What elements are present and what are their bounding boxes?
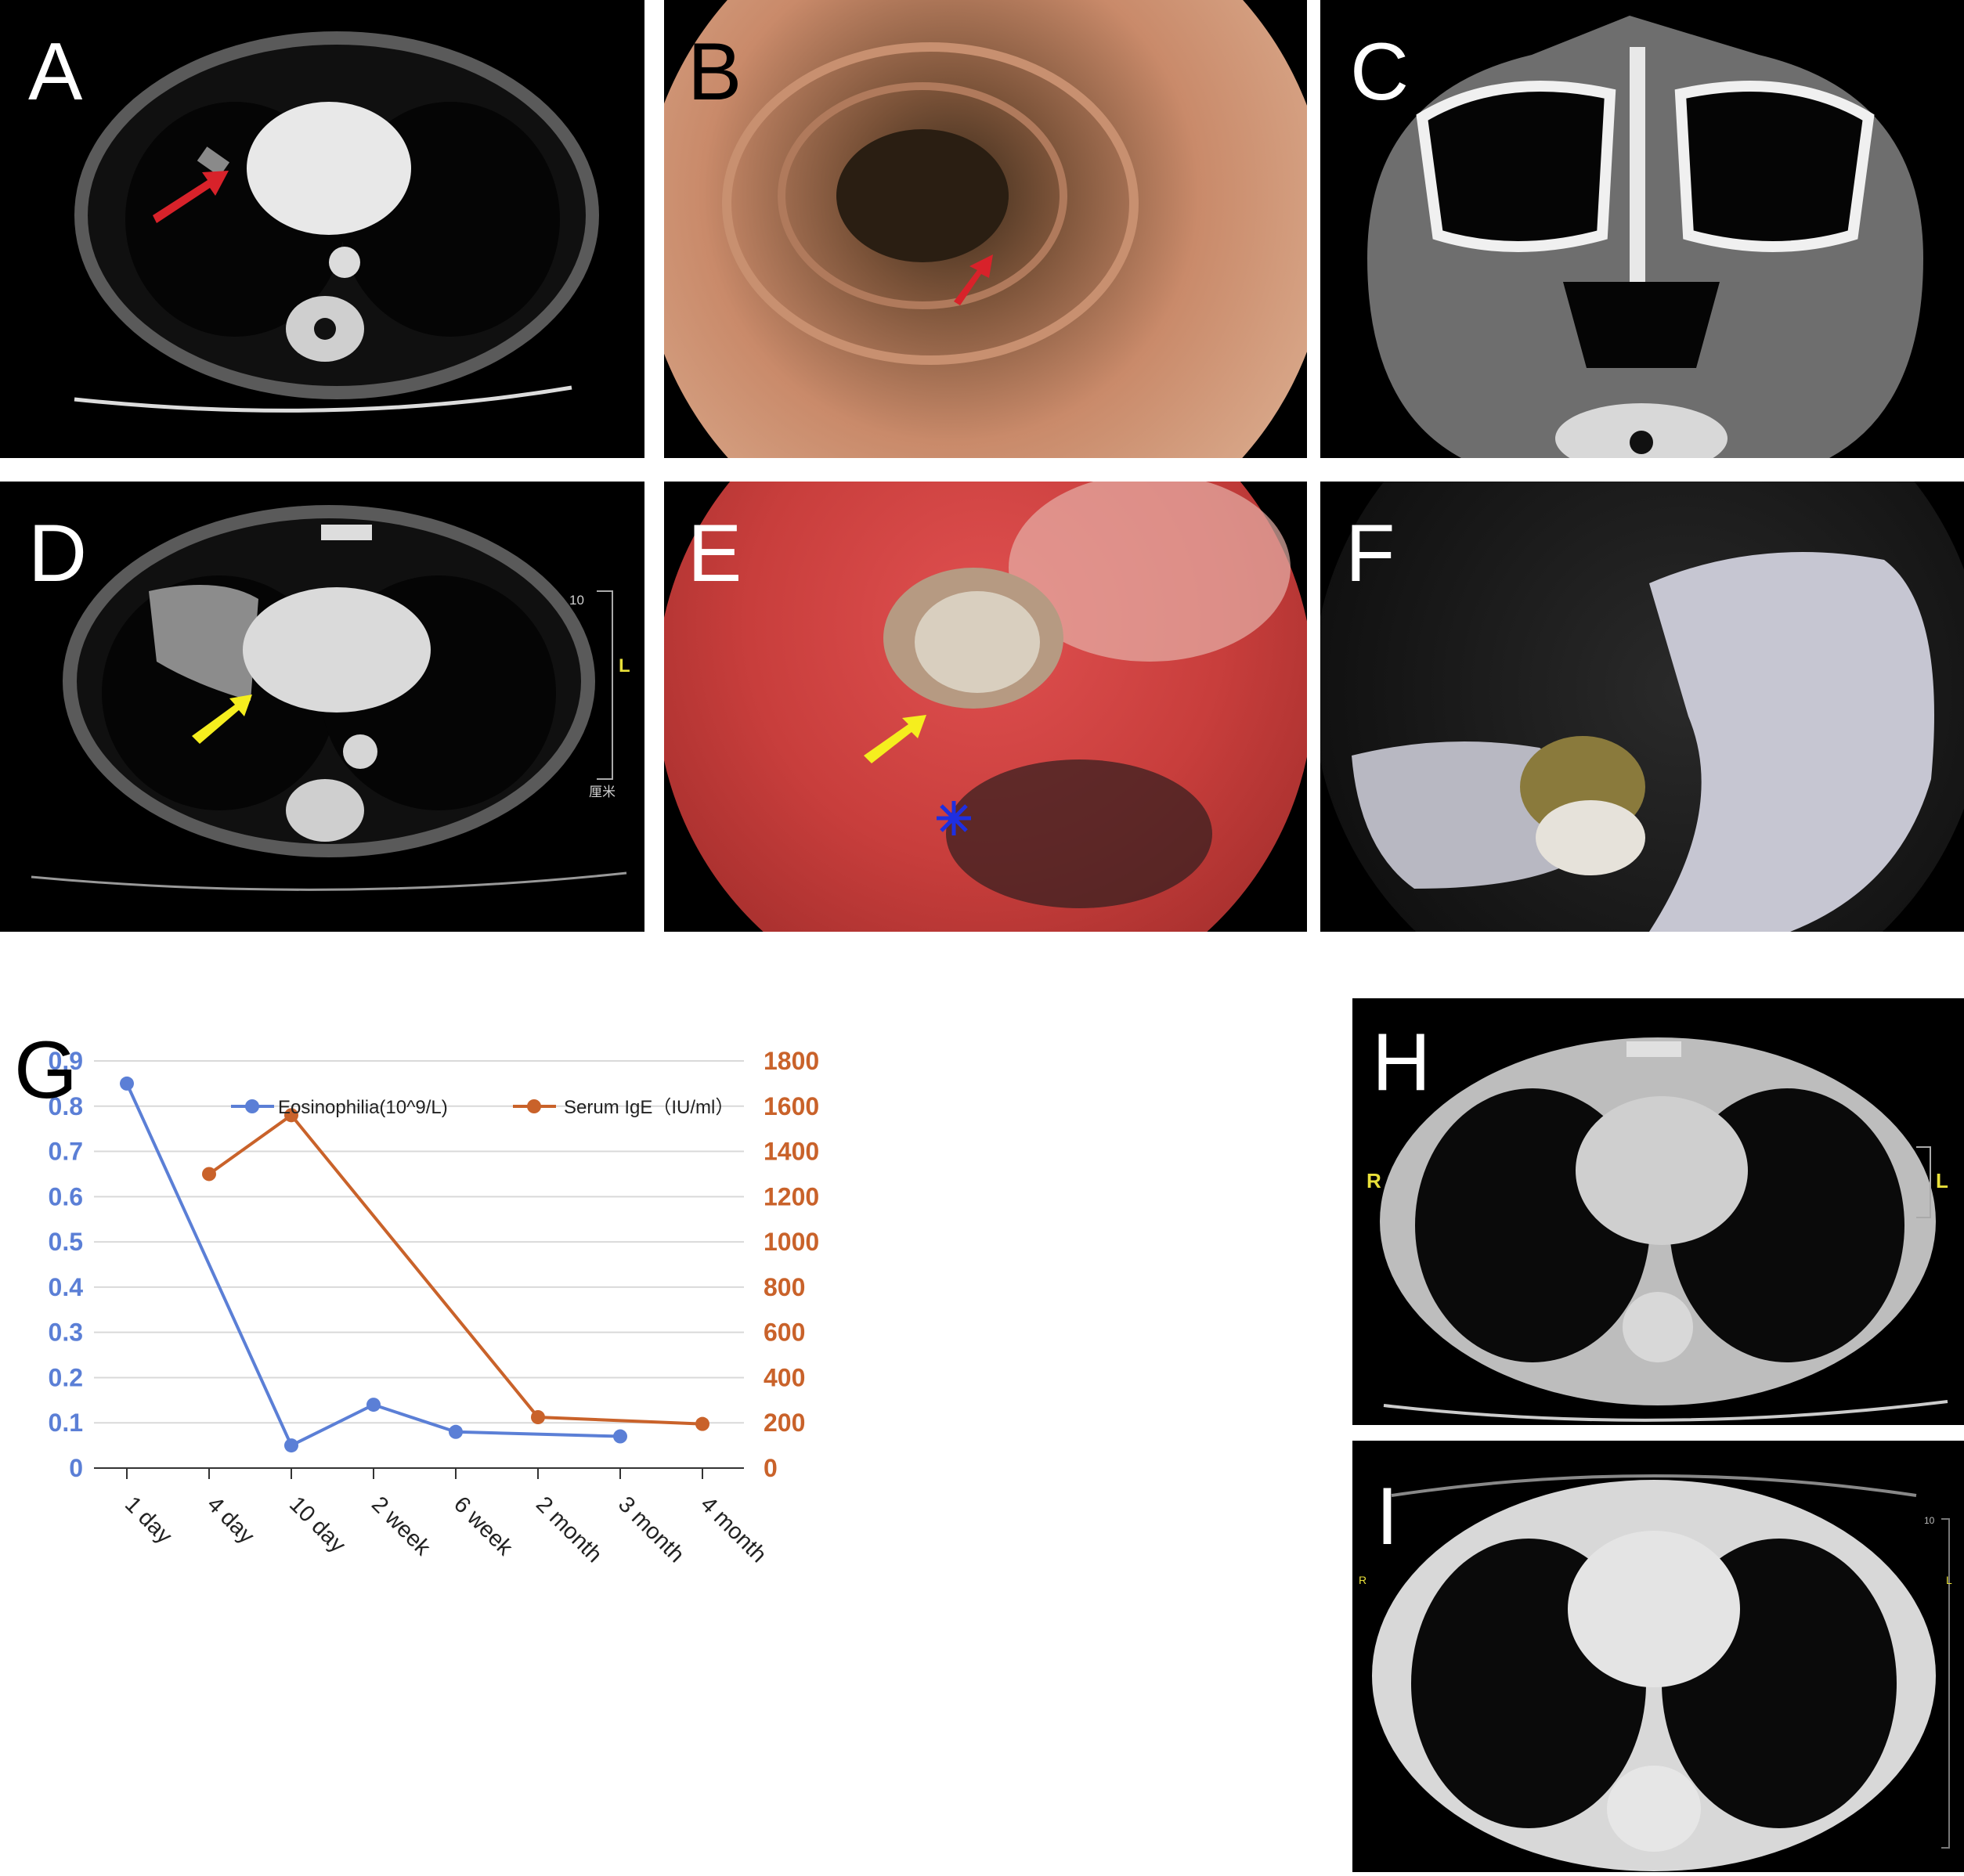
red-arrow-icon [153, 171, 229, 223]
ct-lung-i [1372, 1474, 1950, 1871]
panel-e: E [664, 482, 1307, 932]
y-left-tick-label: 0.3 [49, 1319, 83, 1347]
y-right-tick-label: 1800 [764, 1047, 819, 1075]
y-left-tick-label: 0.5 [49, 1228, 83, 1256]
x-tick-label: 1 day [120, 1492, 177, 1549]
data-point [449, 1424, 463, 1439]
scale-top-d: 10 [569, 593, 584, 608]
ct-chest-d [31, 505, 627, 891]
y-right-tick-label: 600 [764, 1319, 805, 1347]
x-tick-label: 4 day [202, 1492, 259, 1549]
panel-label-e: E [688, 508, 742, 599]
panel-h: H R L [1352, 998, 1964, 1425]
y-left-tick-label: 0.9 [49, 1047, 83, 1075]
photo-f [1320, 482, 1964, 932]
y-right-tick-label: 1200 [764, 1182, 819, 1210]
panel-label-d: D [28, 508, 88, 599]
blue-star-icon [937, 801, 971, 835]
legend-label: Serum IgE（IU/ml） [564, 1097, 734, 1118]
y-left-tick-label: 0.1 [49, 1409, 83, 1437]
panel-d: D 10 L 厘米 [0, 482, 644, 932]
y-left-tick-label: 0.7 [49, 1138, 83, 1166]
panel-label-h: H [1372, 1017, 1431, 1108]
y-right-tick-label: 1000 [764, 1228, 819, 1256]
scale-side-d: L [619, 655, 630, 676]
y-right-tick-label: 200 [764, 1409, 805, 1437]
y-left-tick-label: 0.4 [49, 1273, 84, 1301]
series-line-1 [125, 1083, 621, 1448]
y-left-tick-label: 0.2 [49, 1363, 83, 1391]
y-right-tick-label: 1400 [764, 1138, 819, 1166]
panel-f: F [1320, 482, 1964, 932]
right-mark-i: L [1946, 1574, 1952, 1586]
data-point [202, 1167, 216, 1182]
legend-label: Eosinophilia(10^9/L) [278, 1097, 448, 1118]
x-tick-label: 4 month [695, 1492, 771, 1568]
legend-marker [245, 1099, 259, 1113]
panel-label-g: G [14, 1025, 78, 1116]
series-line-2 [208, 1113, 703, 1426]
scale-unit-d: 厘米 [589, 785, 616, 799]
yellow-arrow-icon [192, 694, 252, 744]
legend-marker [527, 1099, 541, 1113]
panel-b: B [664, 0, 1307, 458]
bronchoscopy-e [664, 482, 1307, 932]
panel-g-chart: G 0 0.1 0.2 0.3 0.4 0.5 0.6 0.7 0.8 0.9 0 200 400 600… [0, 967, 1222, 1872]
red-arrow-icon [954, 254, 993, 305]
y-right-tick-label: 400 [764, 1363, 805, 1391]
data-point [695, 1416, 709, 1431]
data-point [284, 1108, 298, 1123]
panel-label-f: F [1345, 508, 1395, 599]
bronchoscopy-b [664, 0, 1307, 458]
x-tick-label: 3 month [613, 1492, 689, 1568]
line-chart: 0 0.1 0.2 0.3 0.4 0.5 0.6 0.7 0.8 0.9 0 200 400 600 80… [49, 1047, 820, 1568]
x-tick-label: 2 week [366, 1492, 435, 1560]
x-tick-label: 10 day [284, 1492, 351, 1558]
x-tick-label: 6 week [449, 1492, 518, 1560]
data-point [284, 1438, 298, 1453]
panel-label-a: A [28, 27, 83, 117]
data-point [120, 1076, 134, 1091]
panel-a: A [0, 0, 644, 458]
y-left-tick-label: 0.8 [49, 1092, 83, 1120]
panel-label-b: B [688, 27, 742, 117]
y-right-tick-label: 0 [764, 1454, 778, 1482]
panel-c: C [1320, 0, 1964, 458]
right-mark-h: L [1936, 1169, 1948, 1192]
yellow-arrow-icon [864, 715, 926, 763]
x-tick-label: 2 month [531, 1492, 607, 1568]
panel-i: I R L 10 [1352, 1441, 1964, 1872]
ct-lung-h [1380, 1037, 1948, 1422]
y-right-tick-label: 800 [764, 1273, 805, 1301]
y-left-tick-label: 0.6 [49, 1182, 83, 1210]
panel-label-c: C [1350, 27, 1410, 117]
data-point [613, 1429, 627, 1444]
y-left-tick-label: 0 [69, 1454, 83, 1482]
ct-chest-a [74, 31, 599, 413]
left-mark-i: R [1359, 1574, 1367, 1586]
left-mark-h: R [1366, 1169, 1381, 1192]
data-point [366, 1398, 381, 1412]
panel-label-i: I [1376, 1471, 1399, 1562]
y-right-tick-label: 1600 [764, 1092, 819, 1120]
data-point [531, 1410, 545, 1424]
scale-top-i: 10 [1924, 1515, 1935, 1526]
ct-sinus-c [1367, 16, 1923, 458]
